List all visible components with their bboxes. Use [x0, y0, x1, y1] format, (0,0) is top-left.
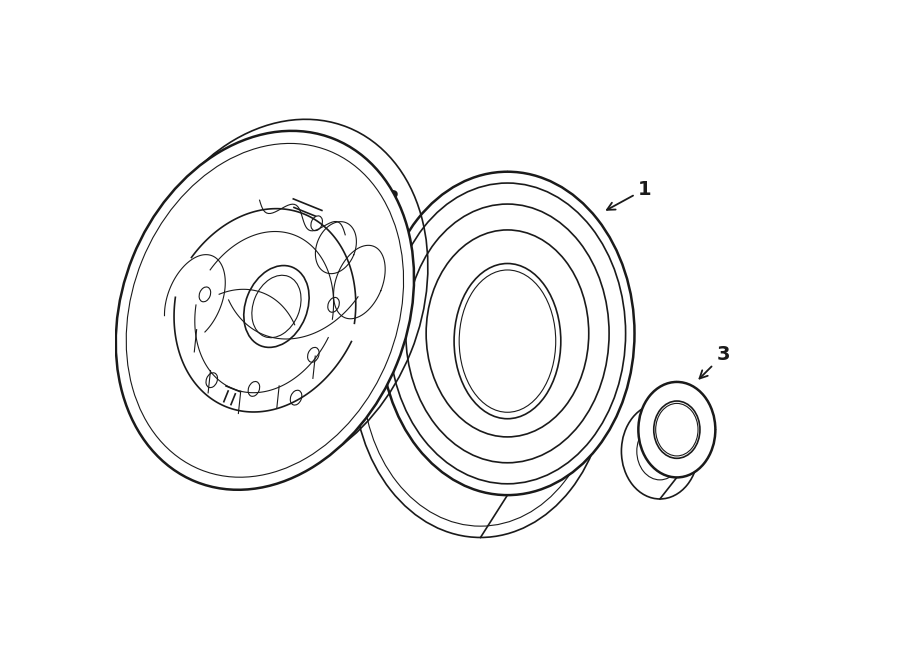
- Text: 1: 1: [607, 180, 652, 210]
- Text: 3: 3: [699, 346, 730, 379]
- Ellipse shape: [638, 382, 716, 477]
- Ellipse shape: [381, 172, 634, 495]
- Text: 2: 2: [339, 189, 399, 212]
- Ellipse shape: [116, 131, 414, 490]
